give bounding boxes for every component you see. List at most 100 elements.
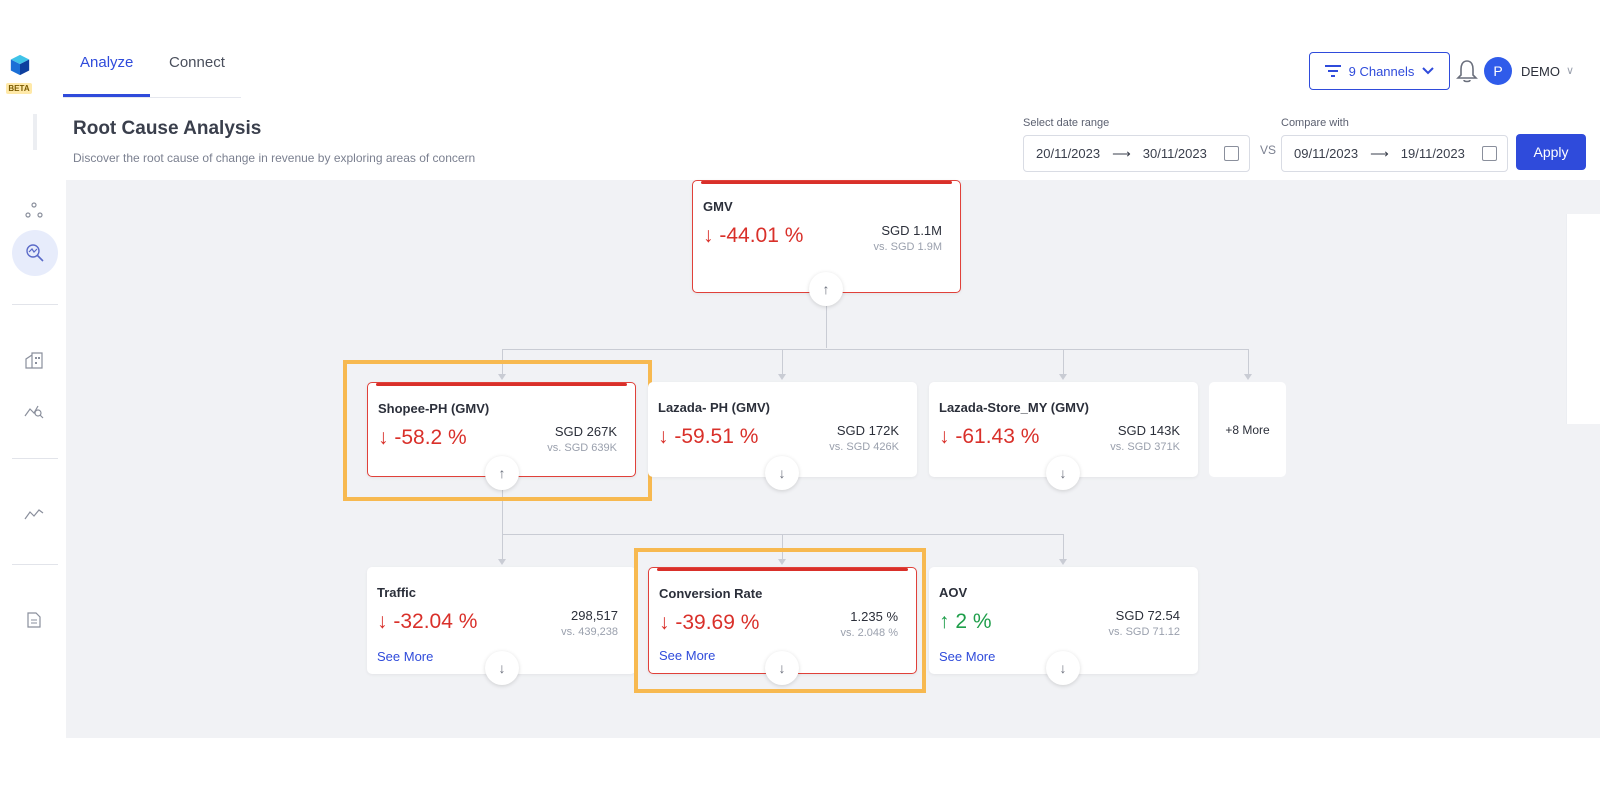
node-shopee-ph[interactable]: Shopee-PH (GMV) ↓ -58.2 % SGD 267K vs. S… xyxy=(367,382,636,477)
arrow-down-icon: ↓ xyxy=(1059,660,1067,676)
pct-value: -58.2 % xyxy=(394,426,467,449)
node-value: SGD 143K xyxy=(1117,423,1180,438)
node-name: Lazada- PH (GMV) xyxy=(658,400,770,415)
page-subtitle: Discover the root cause of change in rev… xyxy=(73,151,476,165)
node-change-pct: ↓ -58.2 % xyxy=(378,426,467,450)
see-more-link[interactable]: See More xyxy=(377,649,434,664)
see-more-link[interactable]: See More xyxy=(659,648,716,663)
node-alert-bar xyxy=(701,181,952,184)
arrow-down-icon: ↓ xyxy=(1059,465,1067,481)
collapse-button[interactable]: ↑ xyxy=(485,456,519,490)
beta-badge: BETA xyxy=(6,83,32,94)
node-value: SGD 267K xyxy=(554,424,617,439)
connector-arrowhead xyxy=(1244,374,1252,380)
sidebar-item-root-cause[interactable] xyxy=(12,230,58,276)
node-compare-value: vs. 439,238 xyxy=(561,626,618,638)
node-compare-value: vs. SGD 371K xyxy=(1110,441,1180,453)
cube-logo-icon xyxy=(10,54,30,76)
sidebar-handle xyxy=(33,114,37,150)
collapse-button[interactable]: ↑ xyxy=(809,272,843,306)
date-range-label: Select date range xyxy=(1023,117,1110,129)
arrow-down-icon: ↓ xyxy=(778,465,786,481)
node-name: Traffic xyxy=(377,585,417,600)
sidebar-divider xyxy=(12,564,58,565)
connector-arrowhead xyxy=(1059,559,1067,565)
pct-value: -61.43 % xyxy=(955,425,1040,448)
side-panel-edge xyxy=(1566,214,1600,424)
sidebar-item-reports[interactable] xyxy=(16,602,52,638)
see-more-link[interactable]: See More xyxy=(939,649,996,664)
connector-line xyxy=(502,490,503,535)
chevron-down-icon xyxy=(1422,67,1435,75)
expand-button[interactable]: ↓ xyxy=(485,651,519,685)
node-value: SGD 1.1M xyxy=(881,223,942,238)
node-compare-value: vs. SGD 426K xyxy=(829,441,899,453)
node-change-pct: ↓ -39.69 % xyxy=(659,611,759,635)
top-bar: BETA Analyze Connect 9 Channels P DEMO ∨ xyxy=(0,0,1600,102)
arrow-down-icon: ↓ xyxy=(703,224,714,247)
expand-button[interactable]: ↓ xyxy=(1046,456,1080,490)
node-alert-bar xyxy=(376,383,627,386)
node-name: Shopee-PH (GMV) xyxy=(378,401,490,416)
sidebar-item-trend-search[interactable] xyxy=(16,392,52,428)
expand-button[interactable]: ↓ xyxy=(1046,651,1080,685)
arrow-down-icon: ↓ xyxy=(498,660,506,676)
connector-arrowhead xyxy=(778,559,786,565)
node-value: 298,517 xyxy=(571,608,618,623)
compare-label: Compare with xyxy=(1281,117,1349,129)
filter-icon xyxy=(1324,65,1341,77)
connector-line xyxy=(826,306,827,348)
channels-filter-button[interactable]: 9 Channels xyxy=(1309,52,1450,90)
arrow-down-icon: ↓ xyxy=(939,425,950,448)
node-compare-value: vs. SGD 71.12 xyxy=(1108,626,1180,638)
more-nodes-button[interactable]: +8 More xyxy=(1209,382,1286,477)
sidebar-item-trends[interactable] xyxy=(16,496,52,532)
compare-date-picker[interactable]: 09/11/2023 ⟶ 19/11/2023 xyxy=(1281,135,1508,172)
search-analysis-icon xyxy=(26,244,44,262)
trend-search-icon xyxy=(24,405,44,419)
node-value: 1.235 % xyxy=(850,609,898,624)
sidebar-item-graph[interactable] xyxy=(16,192,52,228)
pct-value: -32.04 % xyxy=(393,610,478,633)
connector-line xyxy=(1248,349,1249,374)
expand-button[interactable]: ↓ xyxy=(765,651,799,685)
bell-icon[interactable] xyxy=(1456,58,1478,84)
user-menu-chevron-icon[interactable]: ∨ xyxy=(1566,65,1575,77)
arrow-down-icon: ↓ xyxy=(658,425,669,448)
apply-button[interactable]: Apply xyxy=(1516,134,1586,170)
connector-arrowhead xyxy=(498,374,506,380)
building-icon xyxy=(25,352,43,369)
arrow-up-icon: ↑ xyxy=(822,281,830,297)
tab-analyze[interactable]: Analyze xyxy=(80,54,134,71)
connector-line xyxy=(1063,534,1064,559)
node-name: AOV xyxy=(939,585,968,600)
calendar-icon[interactable] xyxy=(1482,146,1497,161)
calendar-icon[interactable] xyxy=(1224,146,1239,161)
arrow-down-icon: ↓ xyxy=(377,610,388,633)
expand-button[interactable]: ↓ xyxy=(765,456,799,490)
arrow-up-icon: ↑ xyxy=(939,610,950,633)
date-range-end: 30/11/2023 xyxy=(1142,146,1207,161)
app-logo[interactable]: BETA xyxy=(6,54,34,94)
date-range-picker[interactable]: 20/11/2023 ⟶ 30/11/2023 xyxy=(1023,135,1250,172)
sidebar-item-stores[interactable] xyxy=(16,342,52,378)
node-change-pct: ↑ 2 % xyxy=(939,610,992,634)
user-name[interactable]: DEMO xyxy=(1521,64,1560,79)
node-compare-value: vs. 2.048 % xyxy=(840,627,898,639)
pct-value: -39.69 % xyxy=(675,611,760,634)
connector-arrowhead xyxy=(1059,374,1067,380)
page-title: Root Cause Analysis xyxy=(73,118,262,139)
node-value: SGD 72.54 xyxy=(1115,608,1180,623)
node-name: Lazada-Store_MY (GMV) xyxy=(939,400,1090,415)
tab-connect[interactable]: Connect xyxy=(169,54,225,71)
avatar[interactable]: P xyxy=(1484,57,1512,85)
arrow-right-icon: ⟶ xyxy=(1112,145,1131,161)
sidebar-divider xyxy=(12,304,58,305)
arrow-down-icon: ↓ xyxy=(378,426,389,449)
connector-line xyxy=(782,349,783,374)
node-change-pct: ↓ -59.51 % xyxy=(658,425,758,449)
active-tab-indicator xyxy=(63,94,150,97)
node-alert-bar xyxy=(657,568,908,571)
node-name: Conversion Rate xyxy=(659,586,763,601)
node-name: GMV xyxy=(703,199,733,214)
